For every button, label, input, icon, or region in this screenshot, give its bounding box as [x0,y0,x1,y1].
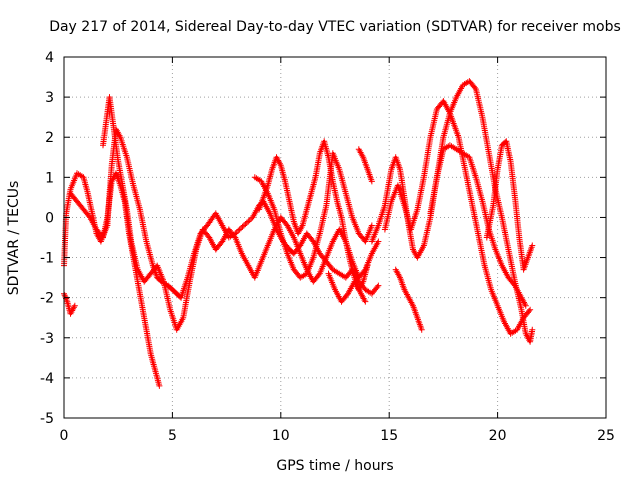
series-track-h [355,146,375,185]
plus-markers [355,146,375,185]
series-track-l [427,78,536,345]
y-tick-label: -5 [40,411,54,427]
y-tick-label: -1 [40,251,54,267]
y-tick-label: 0 [45,210,54,226]
plot-border [63,56,607,419]
chart-title: Day 217 of 2014, Sidereal Day-to-day VTE… [49,19,621,35]
series-track-c [67,170,163,389]
plus-markers [67,170,163,389]
plus-markers [483,138,536,273]
x-tick-label: 5 [168,428,177,444]
plus-markers [251,150,375,281]
y-tick-label: 3 [45,90,54,106]
series-track-e [251,150,375,281]
plus-markers [427,78,536,345]
series-track-f [256,138,371,293]
plus-markers [325,270,369,305]
x-axis-label: GPS time / hours [276,458,393,474]
grid [64,57,606,418]
y-tick-label: 2 [45,130,54,146]
y-tick-label: -2 [40,291,54,307]
series-track-k [381,98,534,337]
series-track-d [100,94,382,333]
y-axis-label: SDTVAR / TECUs [6,181,22,296]
y-tick-label: 4 [45,50,54,66]
axes: 0 5 10 15 20 25 -5 -4 -3 -2 -1 0 1 2 3 4 [40,50,615,444]
series-track-m [483,138,536,273]
plus-markers [256,138,371,293]
y-tick-label: -3 [40,331,54,347]
plus-markers [381,98,534,337]
series-track-g [325,270,369,305]
y-tick-label: 1 [45,170,54,186]
x-tick-label: 10 [272,428,290,444]
y-tick-label: -4 [40,371,54,387]
x-tick-label: 20 [489,428,507,444]
x-tick-label: 15 [380,428,398,444]
data-points [61,78,536,389]
series-track-j [392,266,425,333]
x-tick-label: 25 [597,428,615,444]
x-tick-label: 0 [60,428,69,444]
plus-markers [392,266,425,333]
plus-markers [100,94,382,333]
